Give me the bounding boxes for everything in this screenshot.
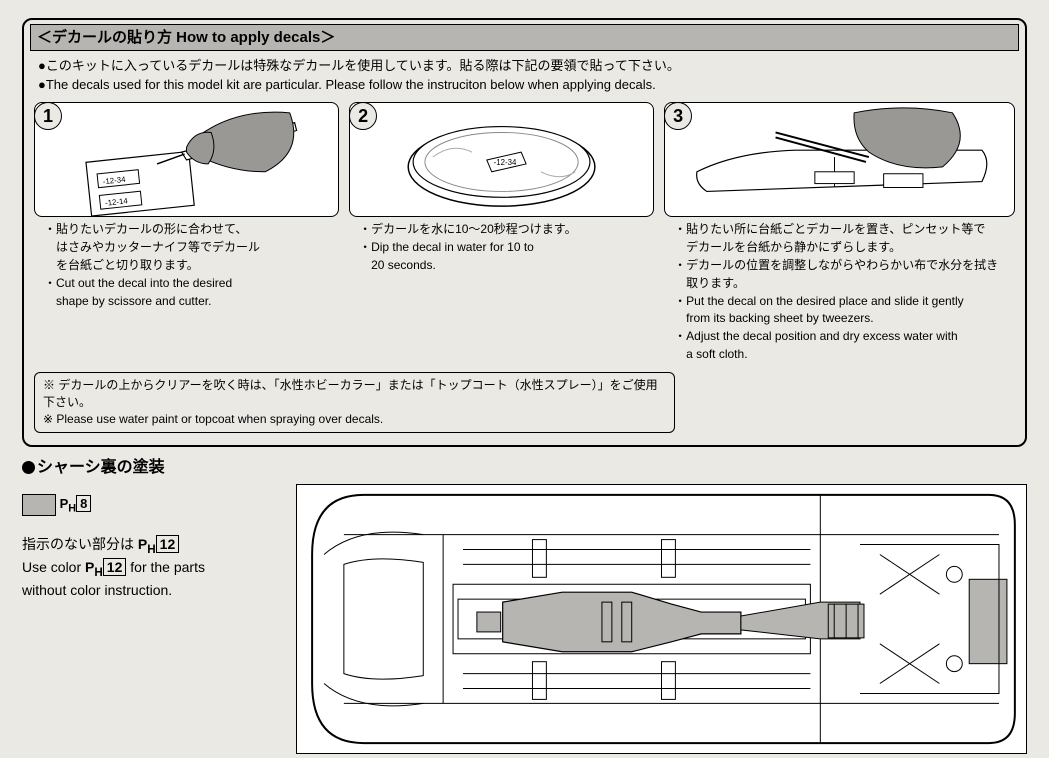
note-jp: ※ デカールの上からクリアーを吹く時は、「水性ホビーカラー」または「トップコート… bbox=[43, 377, 666, 411]
step-2: 2 -12-34 ・デカールを水に10～20秒程つけます。 ・Dip the d… bbox=[349, 102, 654, 363]
decal-instructions-section: ＜デカールの貼り方 How to apply decals＞ ●このキットに入っ… bbox=[22, 18, 1027, 447]
section-title: ＜デカールの貼り方 How to apply decals＞ bbox=[30, 24, 1019, 51]
steps-row: 1 -12-34 -12-14 ・貼りたいデカールの形に合わせて、 はさみやカッ… bbox=[34, 102, 1015, 363]
step-2-illustration: 2 -12-34 bbox=[349, 102, 654, 217]
step-3-illustration: 3 bbox=[664, 102, 1015, 217]
step-3: 3 ・貼りたい所に台紙ごとデカールを置き、ピンセット等で デカールを台紙から静か… bbox=[664, 102, 1015, 363]
step-3-caption: ・貼りたい所に台紙ごとデカールを置き、ピンセット等で デカールを台紙から静かにず… bbox=[674, 221, 1013, 362]
step-1-caption: ・貼りたいデカールの形に合わせて、 はさみやカッターナイフ等でデカール を台紙ご… bbox=[44, 221, 337, 309]
chassis-color-legend: PH8 指示のない部分は PH12 Use color PH12 for the… bbox=[22, 484, 282, 754]
chassis-diagram bbox=[296, 484, 1027, 754]
clear-coat-note: ※ デカールの上からクリアーを吹く時は、「水性ホビーカラー」または「トップコート… bbox=[34, 372, 675, 433]
step-1: 1 -12-34 -12-14 ・貼りたいデカールの形に合わせて、 はさみやカッ… bbox=[34, 102, 339, 363]
intro-text: ●このキットに入っているデカールは特殊なデカールを使用しています。貼る際は下記の… bbox=[38, 57, 1015, 94]
note-en: ※ Please use water paint or topcoat when… bbox=[43, 411, 666, 428]
intro-en: ●The decals used for this model kit are … bbox=[38, 76, 1015, 94]
intro-jp: ●このキットに入っているデカールは特殊なデカールを使用しています。貼る際は下記の… bbox=[38, 57, 1015, 75]
step-1-illustration: 1 -12-34 -12-14 bbox=[34, 102, 339, 217]
chassis-paint-section: シャーシ裏の塗装 PH8 指示のない部分は PH12 Use color PH1… bbox=[22, 457, 1027, 753]
swatch-ph8 bbox=[22, 494, 56, 516]
chassis-title: シャーシ裏の塗装 bbox=[22, 457, 1027, 479]
svg-text:-12-34: -12-34 bbox=[494, 158, 517, 167]
step-2-caption: ・デカールを水に10～20秒程つけます。 ・Dip the decal in w… bbox=[359, 221, 652, 273]
